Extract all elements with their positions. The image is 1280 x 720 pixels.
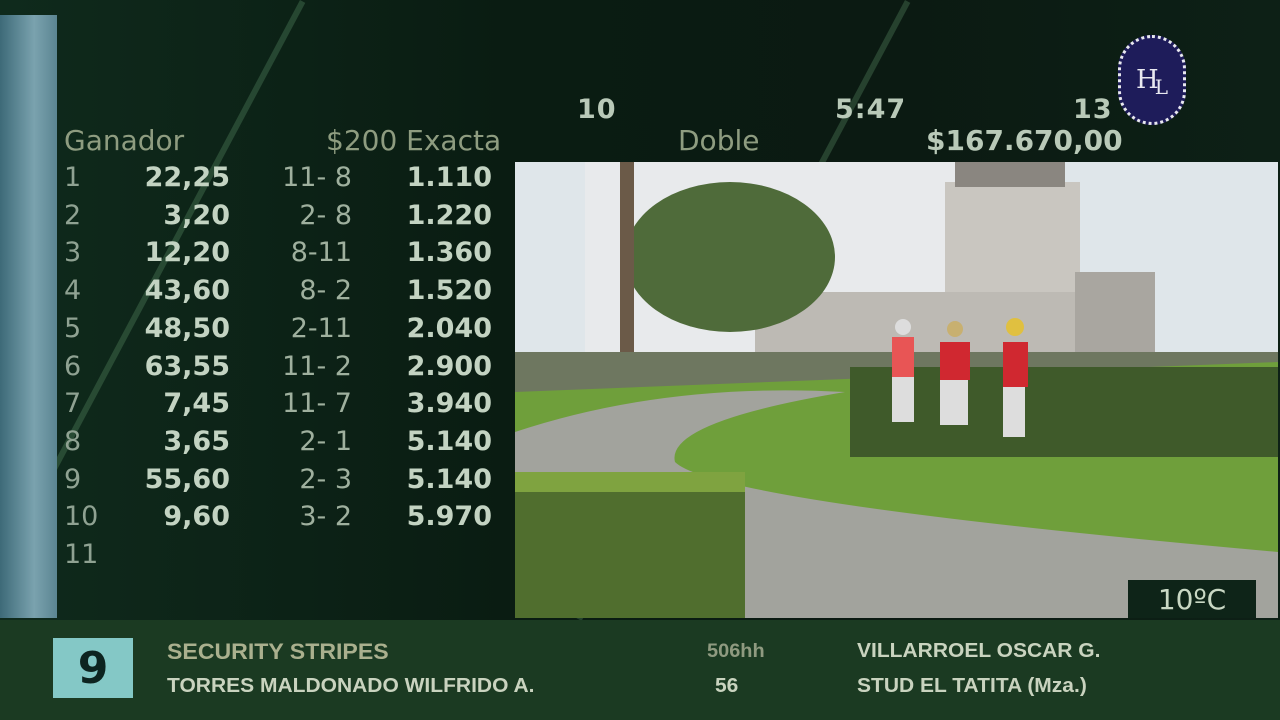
winner-payout: 43,60 [144,275,230,307]
horse-number: 11 [64,539,99,570]
horse-number: 5 [64,312,82,344]
clock: 5:47 [835,94,907,125]
jockey-weight: 56 [715,675,739,697]
winner-payout: 3,65 [163,425,230,457]
exacta-payout: 2.900 [406,350,492,382]
horse-name: SECURITY STRIPES [167,639,389,664]
trainer-name: VILLARROEL OSCAR G. [857,640,1101,662]
odds-row: 9 55,60 2- 3 5.140 [62,464,502,500]
exacta-combination: 11- 7 [282,388,352,420]
exacta-combination: 3- 2 [299,501,352,533]
winner-payout: 55,60 [144,463,230,495]
exacta-combination: 8-11 [290,237,352,269]
horse-number: 9 [64,463,82,495]
winner-payout: 12,20 [144,237,230,269]
runner-info-bar [0,620,1280,720]
horse-number: 7 [64,388,82,420]
exacta-payout: 1.520 [406,275,492,307]
jockeys [892,318,1028,437]
winner-payout: 9,60 [163,501,230,533]
exacta-payout: 1.360 [406,237,492,269]
pool-amount: $167.670,00 [926,124,1123,157]
exacta-combination: 8- 2 [299,275,352,307]
horse-number: 10 [64,501,99,533]
horse-number: 4 [64,275,82,307]
exacta-payout: 1.110 [406,162,492,193]
horse-number: 1 [64,162,82,193]
exacta-combination: 11- 2 [282,350,352,382]
exacta-payout: 1.220 [406,199,492,231]
exacta-combination: 11- 8 [282,162,352,193]
exacta-payout: 5.970 [406,501,492,533]
exacta-payout: 5.140 [406,425,492,457]
owner-name: STUD EL TATITA (Mza.) [857,675,1087,697]
odds-row: 11 [62,539,502,575]
winner-payout: 3,20 [163,199,230,231]
odds-row: 4 43,60 8- 2 1.520 [62,275,502,311]
exacta-combination: 2- 3 [299,463,352,495]
paddock-scene [515,162,1278,618]
exacta-combination: 2-11 [290,312,352,344]
odds-row: 3 12,20 8-11 1.360 [62,237,502,273]
horse-number: 8 [64,425,82,457]
exacta-payout: 3.940 [406,388,492,420]
temperature-badge: 10ºC [1128,580,1256,618]
exacta-payout: 2.040 [406,312,492,344]
odds-row: 8 3,65 2- 1 5.140 [62,426,502,462]
winner-payout: 48,50 [144,312,230,344]
odds-row: 6 63,55 11- 2 2.900 [62,351,502,387]
left-accent-bar [0,15,57,618]
horse-weight-info: 506hh [707,641,765,662]
column-header-exacta: $200 Exacta [326,124,502,157]
runner-number-box: 9 [53,638,133,698]
next-number: 13 [1073,94,1113,125]
horse-number: 2 [64,199,82,231]
odds-row: 5 48,50 2-11 2.040 [62,313,502,349]
horse-number: 6 [64,350,82,382]
exacta-combination: 2- 1 [299,425,352,457]
live-video-feed [515,162,1278,618]
odds-row: 2 3,20 2- 8 1.220 [62,200,502,236]
winner-payout: 63,55 [144,350,230,382]
horse-number: 3 [64,237,82,269]
column-header-doble: Doble [678,124,760,157]
jockey-name: TORRES MALDONADO WILFRIDO A. [167,675,535,697]
odds-row: 10 9,60 3- 2 5.970 [62,501,502,537]
exacta-combination: 2- 8 [299,199,352,231]
exacta-payout: 5.140 [406,463,492,495]
odds-row: 1 22,25 11- 8 1.110 [62,162,502,198]
winner-payout: 22,25 [144,162,230,193]
odds-row: 7 7,45 11- 7 3.940 [62,388,502,424]
race-number: 10 [577,94,617,125]
winner-payout: 7,45 [163,388,230,420]
column-header-winner: Ganador [64,124,185,157]
